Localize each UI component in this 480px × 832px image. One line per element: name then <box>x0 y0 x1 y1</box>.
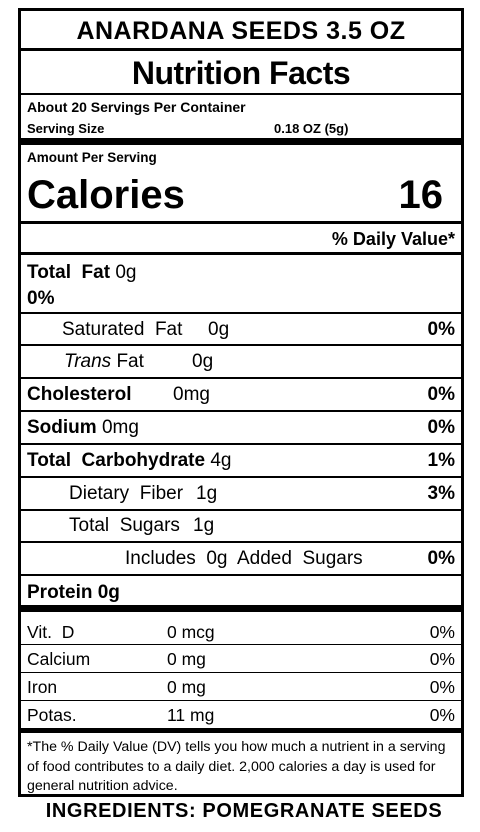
divider <box>21 700 461 701</box>
sodium-row: Sodium 0mg <box>27 418 139 437</box>
potassium-name: Potas. <box>27 705 77 725</box>
protein-row: Protein 0g <box>27 583 120 602</box>
total-fat-row: Total Fat 0g <box>27 263 136 282</box>
vitamin-d-name: Vit. D <box>27 622 75 642</box>
divider <box>21 312 461 314</box>
divider-thick <box>21 728 461 733</box>
total-sugars-label: Total Sugars <box>69 515 180 536</box>
nutrition-label: ANARDANA SEEDS 3.5 OZ Nutrition Facts Ab… <box>18 8 464 797</box>
sodium-label: Sodium <box>27 417 97 438</box>
vitamin-d-amount: 0 mcg <box>167 622 215 642</box>
calcium-amount: 0 mg <box>167 649 206 669</box>
vitamin-d-dv: 0% <box>429 622 455 642</box>
fat-label: Fat <box>116 351 144 372</box>
trans-fat-label: Trans Fat <box>64 352 144 371</box>
dietary-fiber-label: Dietary Fiber <box>69 483 184 504</box>
calories-value: 16 <box>398 173 444 217</box>
iron-amount: 0 mg <box>167 677 206 697</box>
divider <box>21 410 461 412</box>
serving-size-label: Serving Size <box>27 121 105 136</box>
total-fat-label: Total Fat <box>27 262 111 283</box>
ingredients-line: INGREDIENTS: POMEGRANATE SEEDS <box>45 800 443 822</box>
total-carbohydrate-label: Total Carbohydrate <box>27 450 206 471</box>
saturated-fat-amount: 0g <box>208 319 230 340</box>
divider <box>21 48 461 51</box>
daily-value-header: % Daily Value* <box>331 229 455 249</box>
divider <box>21 476 461 478</box>
divider <box>21 644 461 645</box>
total-fat-amount: 0g <box>115 262 137 283</box>
potassium-dv: 0% <box>429 705 455 725</box>
total-sugars-amount: 1g <box>193 515 215 536</box>
protein-label: Protein <box>27 582 93 603</box>
trans-fat-amount: 0g <box>192 351 214 372</box>
calories-label: Calories <box>27 173 185 217</box>
added-sugars-label: Includes 0g Added Sugars <box>125 548 363 569</box>
divider <box>21 541 461 543</box>
total-carbohydrate-row: Total Carbohydrate 4g <box>27 451 231 470</box>
potassium-amount: 11 mg <box>167 705 215 725</box>
cholesterol-amount: 0mg <box>173 384 210 405</box>
servings-per-container: About 20 Servings Per Container <box>27 99 246 115</box>
divider <box>21 443 461 445</box>
divider <box>21 344 461 346</box>
total-carbohydrate-amount: 4g <box>210 450 232 471</box>
iron-dv: 0% <box>429 677 455 697</box>
total-carbohydrate-dv: 1% <box>427 450 455 471</box>
divider-thick <box>21 138 461 145</box>
dietary-fiber-amount: 1g <box>196 483 218 504</box>
divider <box>21 574 461 576</box>
saturated-fat-label: Saturated Fat <box>62 319 183 340</box>
cholesterol-label: Cholesterol <box>27 384 132 405</box>
trans-label: Trans <box>64 351 112 372</box>
amount-per-serving: Amount Per Serving <box>27 150 157 165</box>
cholesterol-dv: 0% <box>427 384 455 405</box>
daily-value-footnote: *The % Daily Value (DV) tells you how mu… <box>27 739 446 794</box>
divider-thick <box>21 605 461 612</box>
saturated-fat-dv: 0% <box>427 319 455 340</box>
serving-size-value: 0.18 OZ (5g) <box>274 121 349 136</box>
divider <box>21 93 461 95</box>
sodium-dv: 0% <box>427 417 455 438</box>
divider <box>21 509 461 511</box>
divider <box>21 221 461 224</box>
divider <box>21 672 461 673</box>
sodium-amount: 0mg <box>101 417 139 438</box>
calcium-dv: 0% <box>429 649 455 669</box>
calcium-name: Calcium <box>27 649 91 669</box>
product-title: ANARDANA SEEDS 3.5 OZ <box>76 17 406 45</box>
total-fat-dv: 0% <box>27 288 55 309</box>
divider <box>21 377 461 379</box>
protein-amount: 0g <box>97 582 120 603</box>
added-sugars-dv: 0% <box>427 548 455 569</box>
panel-title: Nutrition Facts <box>131 55 351 91</box>
dietary-fiber-dv: 3% <box>427 483 455 504</box>
iron-name: Iron <box>27 677 58 697</box>
divider-thick <box>21 252 461 255</box>
